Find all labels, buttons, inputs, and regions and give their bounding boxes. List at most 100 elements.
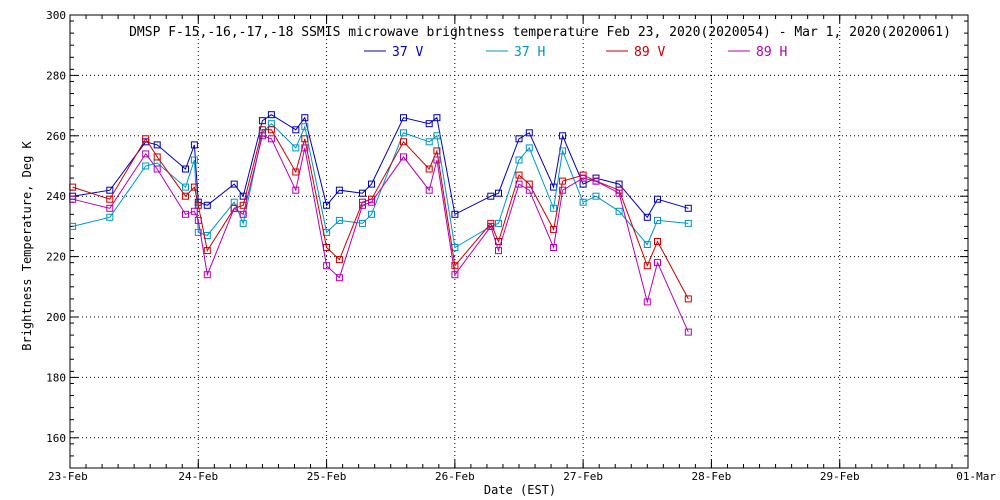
data-point-37-v [495,189,502,197]
data-point-89-h [301,144,309,152]
data-point-89-h [182,210,189,218]
data-point-89-h [368,198,375,206]
data-point-37-h [495,219,502,227]
data-point-89-h [615,189,623,197]
data-point-37-h [368,210,375,218]
data-point-89-v [335,256,343,264]
data-point-89-h [106,204,114,212]
data-point-89-v [684,295,692,303]
data-point-89-v [182,192,189,200]
x-tick-label: 23-Feb [48,470,88,483]
y-axis-label: Brightness Temperature, Deg K [20,140,34,350]
series-line-89-h [72,135,689,333]
data-point-89-v [292,168,300,176]
data-point-37-h [194,228,202,236]
data-point-37-v [654,195,661,203]
data-point-37-h [579,198,587,206]
data-point-37-h [190,156,198,164]
data-point-89-h [400,153,407,161]
data-point-89-h [190,207,198,215]
data-point-89-v [69,183,77,191]
data-point-89-v [153,153,161,161]
data-point-37-h [525,144,533,152]
data-point-89-v [654,238,661,245]
data-point-37-v [335,186,343,194]
data-point-89-h [323,262,331,270]
data-point-89-h [654,259,661,267]
data-point-37-v [451,210,459,218]
y-tick-label: 160 [46,432,66,445]
x-tick-label: 01-Mar [956,470,996,483]
data-point-37-h [515,156,523,164]
data-point-89-h [194,216,202,224]
data-point-89-v [400,138,407,146]
y-tick-label: 240 [46,190,66,203]
data-point-37-h [592,192,600,200]
x-tick-label: 24-Feb [178,470,218,483]
data-point-89-h [258,132,266,140]
data-point-89-v [301,135,309,143]
x-tick-label: 27-Feb [563,470,603,483]
x-tick-label: 26-Feb [435,470,475,483]
data-point-89-h [153,165,161,173]
data-point-89-h [592,177,600,185]
data-point-37-h [106,213,114,221]
data-point-37-v [559,132,567,140]
data-point-89-v [643,262,651,270]
series-line-89-v [72,129,689,300]
data-point-37-v [301,114,309,122]
data-point-37-v [425,120,433,128]
data-point-89-h [495,247,502,255]
axis-ticks: 160 180 200 220 240 260 280 300 23-Feb 24-Feb 25-F… [46,9,996,483]
data-point-37-v [684,204,692,212]
data-point-37-v [400,114,407,122]
data-point-89-v [239,201,247,209]
legend-label-89-h: 89 H [756,45,787,60]
data-point-89-v [267,126,275,134]
data-point-37-v [323,201,331,209]
data-point-89-h [335,274,343,282]
data-point-89-v [106,195,114,203]
data-point-37-h [292,144,300,152]
data-point-37-h [359,219,366,227]
data-point-37-h [684,219,692,227]
data-point-37-v [267,111,275,119]
x-tick-label: 28-Feb [692,470,732,483]
data-point-37-v [182,165,189,173]
data-point-37-h [425,138,433,146]
data-point-37-h [182,183,189,191]
data-point-37-h [301,123,309,131]
data-point-37-v [203,201,211,209]
legend-label-37-h: 37 H [514,45,545,60]
data-point-89-h [684,328,692,336]
data-point-37-v [487,192,495,200]
data-point-89-h [203,271,211,279]
data-point-89-h [69,195,77,203]
data-point-37-v [525,129,533,137]
data-point-37-h [69,222,77,230]
data-point-89-v [203,247,211,255]
data-point-37-v [106,186,114,194]
data-point-89-h [451,271,459,279]
data-point-89-h [292,186,300,194]
y-tick-label: 180 [46,371,66,384]
data-point-89-v [194,201,202,209]
data-point-89-h [515,180,523,188]
data-point-89-h [239,210,247,218]
y-tick-label: 220 [46,251,66,264]
data-point-37-v [368,180,375,188]
data-point-37-h [615,207,623,215]
data-point-89-h [579,174,587,182]
x-tick-label: 25-Feb [307,470,347,483]
data-point-37-h [335,216,343,224]
data-point-89-h [425,186,433,194]
data-point-89-h [559,186,567,194]
data-point-89-v [425,165,433,173]
x-tick-label: 29-Feb [820,470,860,483]
data-point-37-h [643,241,651,248]
series-line-37-v [72,114,689,219]
y-tick-label: 200 [46,311,66,324]
data-point-89-v [142,135,150,143]
